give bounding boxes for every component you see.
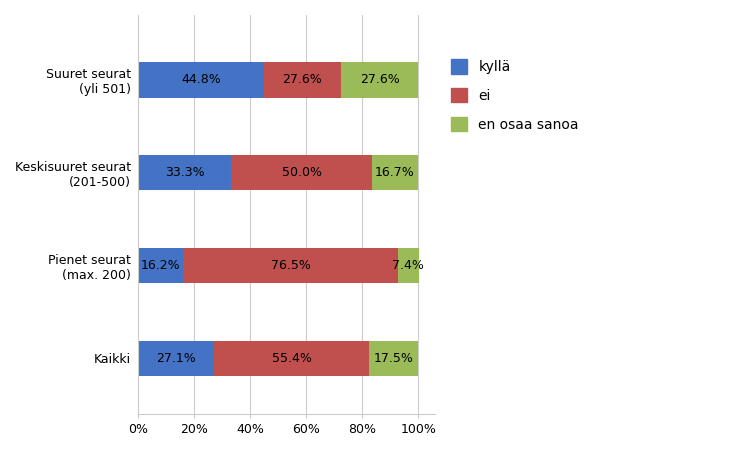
Legend: kyllä, ei, en osaa sanoa: kyllä, ei, en osaa sanoa	[445, 54, 584, 137]
Text: 27.1%: 27.1%	[156, 352, 196, 365]
Bar	[264, 62, 341, 97]
Text: 33.3%: 33.3%	[165, 166, 205, 179]
Bar	[398, 248, 419, 283]
Bar	[371, 155, 419, 190]
Text: 7.4%: 7.4%	[392, 259, 424, 272]
Bar	[231, 155, 371, 190]
Bar	[184, 248, 398, 283]
Bar	[138, 62, 264, 97]
Bar	[138, 155, 231, 190]
Bar	[214, 341, 370, 376]
Text: 27.6%: 27.6%	[360, 74, 400, 87]
Text: 27.6%: 27.6%	[282, 74, 322, 87]
Bar	[138, 341, 214, 376]
Text: 16.7%: 16.7%	[375, 166, 415, 179]
Text: 76.5%: 76.5%	[271, 259, 311, 272]
Text: 16.2%: 16.2%	[141, 259, 181, 272]
Text: 44.8%: 44.8%	[181, 74, 221, 87]
Bar	[138, 248, 184, 283]
Text: 50.0%: 50.0%	[282, 166, 322, 179]
Bar	[370, 341, 419, 376]
Bar	[341, 62, 419, 97]
Text: 17.5%: 17.5%	[374, 352, 414, 365]
Text: 55.4%: 55.4%	[272, 352, 312, 365]
